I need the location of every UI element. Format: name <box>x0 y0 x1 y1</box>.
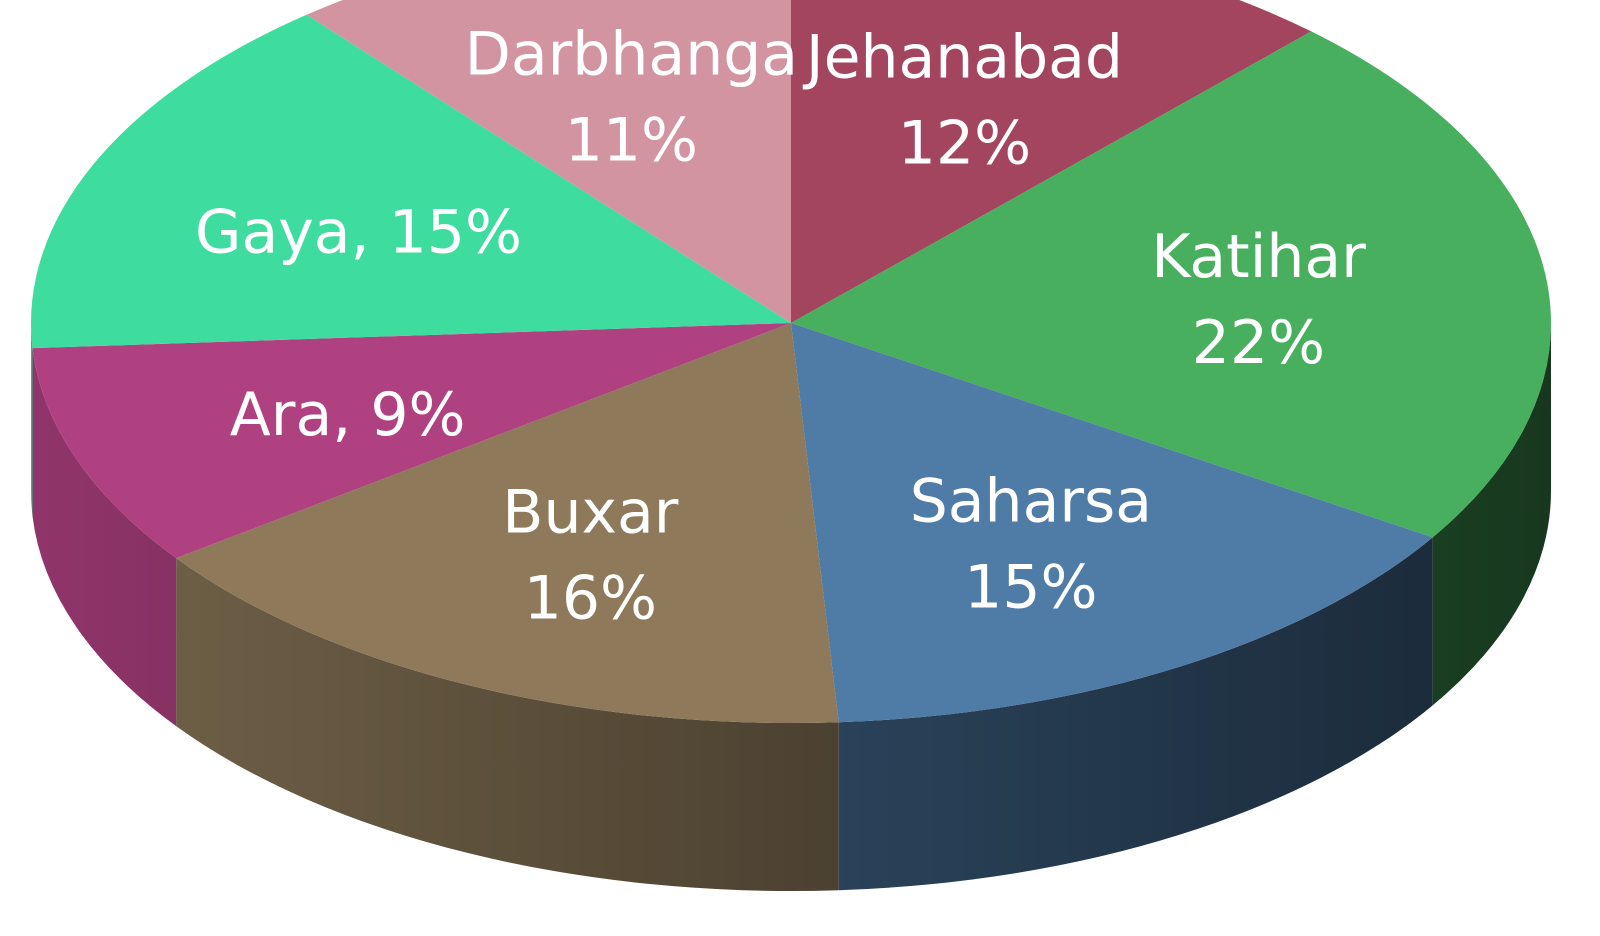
slice-side-gaya <box>31 323 33 517</box>
slice-label-line-value: 15% <box>964 552 1097 622</box>
slice-ara <box>32 323 791 559</box>
pie-label-layer: Jehanabad 12% Katihar 22% Saharsa 15% Buxar 16%… <box>195 20 1366 634</box>
slice-buxar <box>176 323 839 724</box>
slice-label-gaya: Gaya, 15% <box>195 198 522 268</box>
slice-label-saharsa: Saharsa 15% <box>910 466 1152 622</box>
slice-label-line-name: Gaya, 15% <box>195 198 522 268</box>
slice-label-jehanabad: Jehanabad 12% <box>802 22 1123 178</box>
slice-side-buxar <box>176 558 839 891</box>
pie-side-layer <box>31 323 1551 891</box>
slice-label-ara: Ara, 9% <box>230 380 466 450</box>
slice-side-saharsa <box>838 537 1433 891</box>
slice-label-line-value: 16% <box>524 563 657 633</box>
slice-label-line-value: 12% <box>898 108 1031 178</box>
slice-side-ara <box>32 348 177 727</box>
slice-gaya <box>30 14 791 349</box>
slice-label-line-name: Ara, 9% <box>230 380 466 450</box>
slice-label-darbhanga: Darbhanga 11% <box>465 20 798 176</box>
slice-side-katihar <box>1432 323 1551 706</box>
slice-label-line-name: Darbhanga <box>465 20 798 90</box>
slice-label-katihar: Katihar 22% <box>1151 222 1366 378</box>
slice-label-line-value: 22% <box>1192 308 1325 378</box>
slice-label-line-name: Buxar <box>502 477 678 547</box>
slice-label-line-name: Saharsa <box>910 466 1152 536</box>
slice-label-line-name: Jehanabad <box>802 22 1123 92</box>
slice-darbhanga <box>306 0 791 323</box>
slice-katihar <box>791 31 1551 538</box>
slice-saharsa <box>791 323 1433 723</box>
slice-label-buxar: Buxar 16% <box>502 477 678 633</box>
pie-top-layer <box>30 0 1551 724</box>
slice-jehanabad <box>791 0 1312 323</box>
slice-label-line-name: Katihar <box>1151 222 1366 292</box>
slice-label-line-value: 11% <box>565 106 698 176</box>
